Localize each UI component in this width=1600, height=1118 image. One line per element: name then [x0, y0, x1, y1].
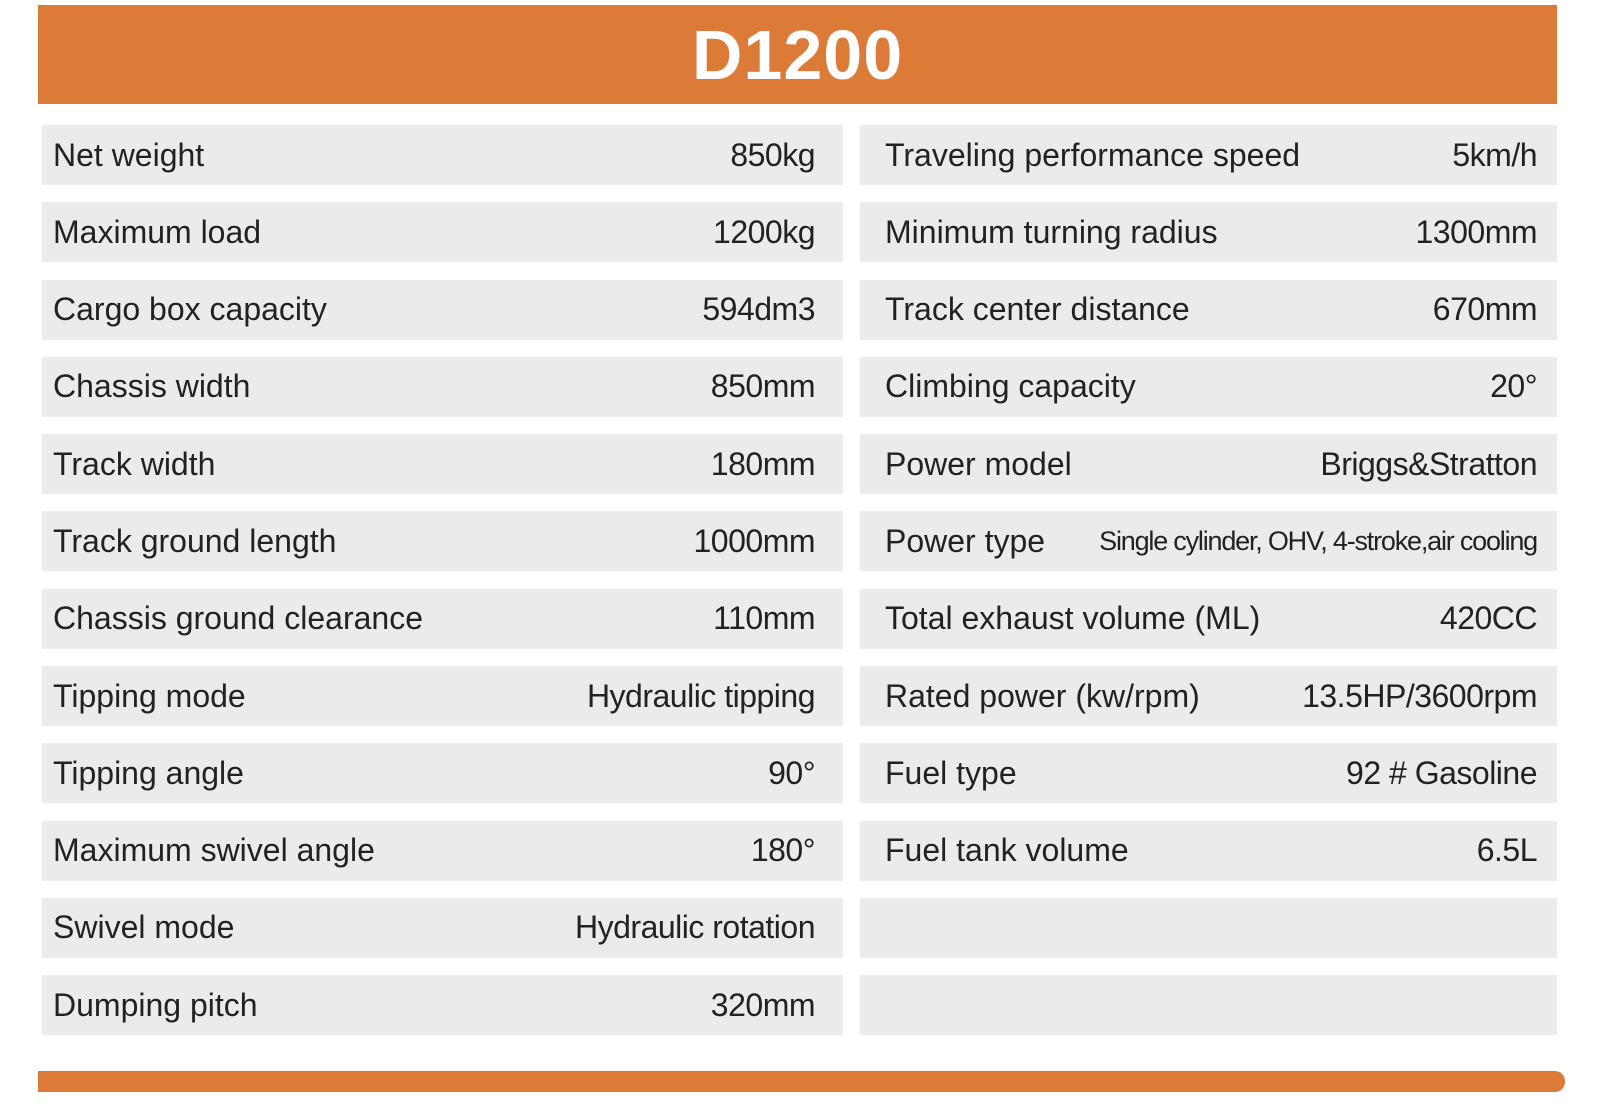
- spec-label: Track center distance: [885, 291, 1190, 328]
- spec-value: 20°: [1490, 368, 1537, 405]
- spec-label: Minimum turning radius: [885, 213, 1218, 250]
- spec-value: 110mm: [713, 600, 815, 637]
- spec-row: Power model Briggs&Stratton: [860, 434, 1557, 495]
- spec-row: Track center distance 670mm: [860, 279, 1557, 340]
- spec-label: Net weight: [53, 136, 205, 173]
- title-banner: D1200: [38, 5, 1557, 104]
- footer-bar: [38, 1071, 1565, 1092]
- spec-row: [860, 975, 1557, 1036]
- spec-value: 180°: [750, 832, 816, 869]
- spec-label: Chassis width: [53, 368, 251, 405]
- spec-label: Tipping mode: [53, 677, 246, 714]
- spec-label: Rated power (kw/rpm): [885, 677, 1200, 714]
- spec-value: 850mm: [710, 368, 816, 405]
- spec-label: Swivel mode: [53, 909, 235, 946]
- spec-label: Power type: [885, 522, 1046, 559]
- model-title: D1200: [691, 15, 904, 94]
- spec-label: Fuel tank volume: [885, 832, 1129, 869]
- spec-column-left: Net weight 850kg Maximum load 1200kg Cargo b…: [42, 125, 843, 1053]
- spec-label: Maximum swivel angle: [53, 832, 375, 869]
- spec-value: 180mm: [710, 445, 816, 482]
- spec-row: [860, 897, 1557, 958]
- spec-value: 90°: [768, 754, 815, 791]
- spec-row: Swivel mode Hydraulic rotation: [42, 897, 843, 958]
- spec-label: Climbing capacity: [885, 368, 1136, 405]
- spec-row: Track width 180mm: [42, 434, 843, 495]
- spec-value: 320mm: [710, 986, 816, 1023]
- spec-label: Fuel type: [885, 754, 1017, 791]
- spec-value: 420CC: [1439, 600, 1538, 637]
- spec-row: Total exhaust volume (ML) 420CC: [860, 588, 1557, 649]
- spec-label: Total exhaust volume (ML): [885, 600, 1261, 637]
- spec-row: Power type Single cylinder, OHV, 4-stroke…: [860, 511, 1557, 572]
- spec-value: Single cylinder, OHV, 4-stroke,air cooli…: [1099, 525, 1538, 556]
- spec-label: Cargo box capacity: [53, 291, 327, 328]
- spec-value: Hydraulic rotation: [575, 909, 816, 946]
- spec-row: Traveling performance speed 5km/h: [860, 125, 1557, 185]
- spec-label: Track width: [53, 445, 216, 482]
- spec-row: Maximum swivel angle 180°: [42, 820, 843, 881]
- spec-row: Net weight 850kg: [42, 125, 843, 185]
- spec-row: Rated power (kw/rpm) 13.5HP/3600rpm: [860, 666, 1557, 727]
- spec-row: Dumping pitch 320mm: [42, 975, 843, 1036]
- spec-value: 13.5HP/3600rpm: [1302, 677, 1537, 714]
- spec-value: Hydraulic tipping: [586, 677, 816, 714]
- spec-row: Chassis width 850mm: [42, 356, 843, 417]
- spec-column-right: Traveling performance speed 5km/h Minimum …: [860, 125, 1557, 1053]
- spec-label: Tipping angle: [53, 754, 244, 791]
- spec-value: 92 # Gasoline: [1346, 754, 1537, 791]
- spec-label: Traveling performance speed: [885, 136, 1301, 173]
- spec-label: Power model: [885, 445, 1072, 482]
- spec-value: 6.5L: [1476, 832, 1538, 869]
- spec-value: 850kg: [730, 136, 815, 173]
- spec-row: Tipping mode Hydraulic tipping: [42, 666, 843, 727]
- spec-label: Dumping pitch: [53, 986, 258, 1023]
- spec-row: Climbing capacity 20°: [860, 356, 1557, 417]
- spec-value: 5km/h: [1452, 136, 1537, 173]
- spec-value: 1300mm: [1415, 213, 1538, 250]
- spec-row: Tipping angle 90°: [42, 743, 843, 804]
- spec-label: Chassis ground clearance: [53, 600, 423, 637]
- spec-row: Chassis ground clearance 110mm: [42, 588, 843, 649]
- spec-value: 1200kg: [713, 213, 815, 250]
- spec-value: Briggs&Stratton: [1320, 445, 1537, 482]
- spec-value: 594dm3: [702, 291, 815, 328]
- spec-row: Minimum turning radius 1300mm: [860, 202, 1557, 263]
- spec-row: Cargo box capacity 594dm3: [42, 279, 843, 340]
- spec-row: Fuel type 92 # Gasoline: [860, 743, 1557, 804]
- spec-row: Track ground length 1000mm: [42, 511, 843, 572]
- spec-label: Maximum load: [53, 213, 262, 250]
- spec-label: Track ground length: [53, 522, 337, 559]
- spec-row: Maximum load 1200kg: [42, 202, 843, 263]
- spec-value: 670mm: [1432, 291, 1538, 328]
- spec-value: 1000mm: [693, 522, 816, 559]
- spec-row: Fuel tank volume 6.5L: [860, 820, 1557, 881]
